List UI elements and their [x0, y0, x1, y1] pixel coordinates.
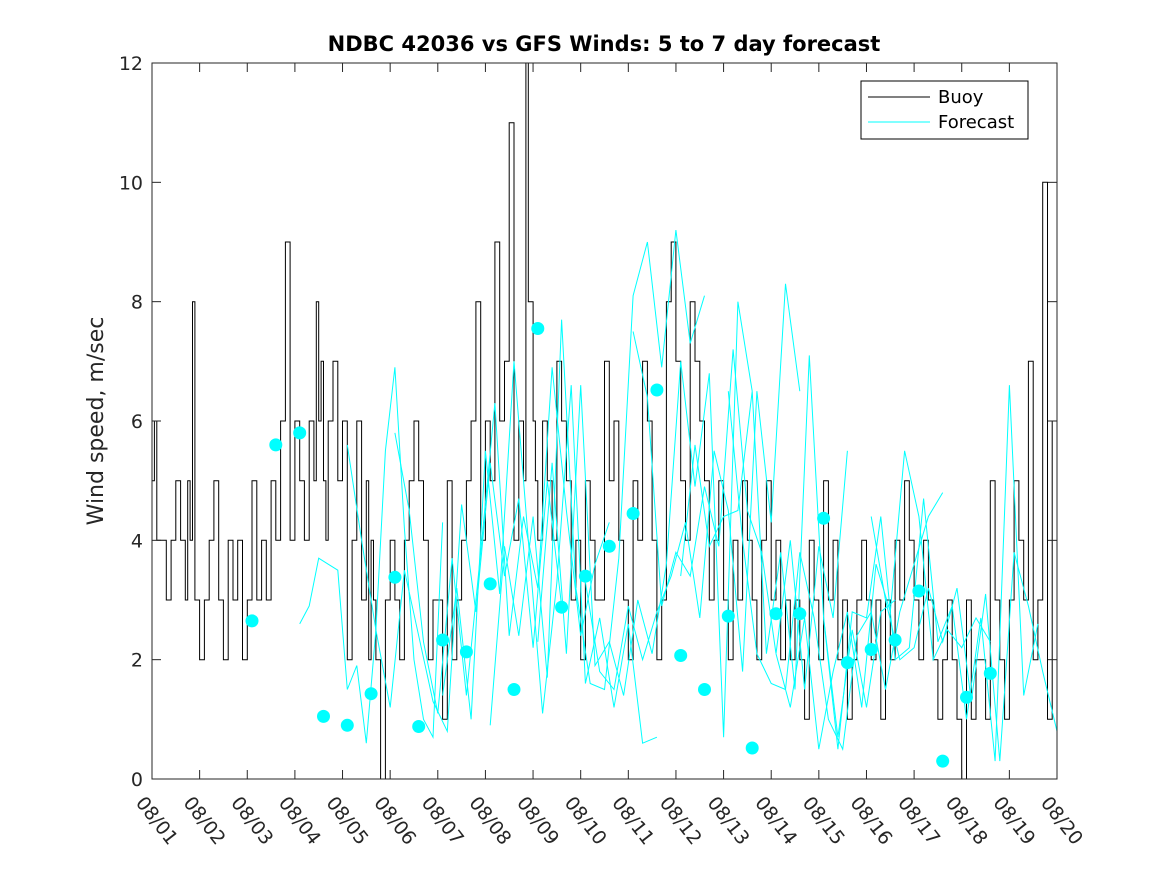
- forecast-start-marker: [245, 614, 259, 628]
- y-tick-label: 2: [131, 650, 143, 672]
- legend-label-buoy: Buoy: [938, 87, 984, 108]
- forecast-start-marker: [817, 511, 831, 525]
- forecast-line-12: [823, 385, 1039, 762]
- legend: Buoy Forecast: [860, 80, 1029, 140]
- forecast-start-marker: [412, 720, 426, 733]
- forecast-line-10: [727, 391, 944, 751]
- forecast-line-4: [442, 361, 658, 744]
- y-tick-label: 0: [131, 769, 143, 791]
- forecast-line-1: [299, 367, 444, 744]
- forecast-start-marker: [698, 683, 711, 696]
- forecast-start-marker: [459, 645, 473, 659]
- y-axis-label: Wind speed, m/sec: [84, 317, 109, 526]
- legend-label-forecast: Forecast: [938, 112, 1014, 133]
- forecast-start-marker: [626, 507, 640, 520]
- forecast-start-marker: [793, 607, 807, 621]
- forecast-start-marker: [578, 569, 592, 583]
- forecast-start-marker: [840, 656, 854, 670]
- forecast-start-marker: [888, 633, 902, 647]
- forecast-start-marker: [293, 426, 307, 440]
- forecast-start-marker: [936, 754, 950, 768]
- forecast-start-marker: [507, 683, 521, 696]
- forecast-start-marker: [555, 600, 569, 614]
- forecast-line-7: [584, 283, 801, 691]
- forecast-start-marker: [317, 709, 330, 723]
- forecast-start-marker: [769, 607, 783, 621]
- forecast-start-marker: [436, 633, 450, 647]
- forecast-line-5: [489, 230, 705, 726]
- forecast-start-marker: [364, 687, 378, 701]
- forecast-line-13: [870, 516, 1057, 762]
- forecast-line-6: [537, 301, 753, 738]
- forecast-start-marker: [388, 570, 402, 584]
- chart-title: NDBC 42036 vs GFS Winds: 5 to 7 day fore…: [328, 32, 881, 56]
- forecast-start-marker: [912, 584, 926, 598]
- forecast-line-3: [394, 367, 610, 714]
- forecast-start-marker: [960, 690, 973, 704]
- forecast-start-marker: [340, 718, 354, 732]
- forecast-line-8: [632, 331, 848, 690]
- forecast-line-9: [680, 355, 896, 738]
- y-tick-label: 12: [119, 53, 143, 75]
- series-group: [152, 63, 1057, 779]
- forecast-start-marker: [650, 383, 664, 397]
- forecast-start-marker: [674, 649, 688, 662]
- forecast-start-marker: [983, 666, 997, 680]
- y-tick-label: 8: [131, 292, 143, 314]
- y-tick-label: 6: [131, 411, 143, 433]
- y-tick-label: 4: [131, 530, 143, 552]
- forecast-start-marker: [602, 539, 616, 553]
- legend-box: [860, 80, 1029, 140]
- forecast-start-marker: [483, 577, 497, 591]
- forecast-start-marker: [864, 643, 878, 656]
- forecast-start-marker: [721, 609, 735, 623]
- forecast-start-marker: [745, 741, 759, 755]
- buoy-series-line: [152, 63, 1057, 779]
- forecast-start-marker: [531, 322, 545, 335]
- plot-area: [152, 63, 1057, 779]
- y-tick-label: 10: [119, 172, 143, 194]
- forecast-start-marker: [269, 438, 283, 452]
